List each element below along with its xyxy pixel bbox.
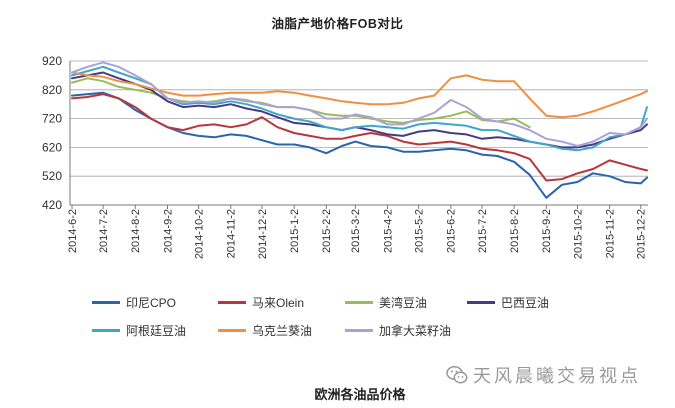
legend-item: 加拿大菜籽油 <box>345 316 467 344</box>
legend-item: 乌克兰葵油 <box>218 316 345 344</box>
y-tick-label: 620 <box>42 140 62 154</box>
legend-label: 加拿大菜籽油 <box>379 323 452 338</box>
y-tick-label: 520 <box>42 169 62 183</box>
wechat-icon <box>446 366 468 384</box>
series-line-4 <box>71 65 648 152</box>
x-tick-label: 2014-7-2 <box>98 209 110 253</box>
legend-label: 印尼CPO <box>126 295 177 310</box>
x-tick-label: 2015-8-2 <box>509 209 521 253</box>
x-tick-label: 2015-7-2 <box>477 209 489 253</box>
x-tick-label: 2015-5-2 <box>414 209 426 253</box>
legend-item: 阿根廷豆油 <box>92 316 218 344</box>
x-tick-label: 2014-11-2 <box>226 209 238 258</box>
x-tick-label: 2015-6-2 <box>446 209 458 253</box>
x-tick-label: 2015-2-2 <box>321 209 333 253</box>
series-line-1 <box>71 93 648 182</box>
legend-label: 美湾豆油 <box>379 295 428 310</box>
series-line-6 <box>71 61 648 147</box>
legend-swatch <box>467 300 495 304</box>
chart-title: 油脂产地价格FOB对比 <box>271 17 404 31</box>
legend-label: 马来Olein <box>252 295 305 310</box>
legend-item: 美湾豆油 <box>345 288 467 316</box>
y-tick-label: 820 <box>42 83 62 97</box>
x-tick-label: 2015-3-2 <box>350 209 362 253</box>
legend-label: 阿根廷豆油 <box>126 323 187 338</box>
y-tick-label: 720 <box>42 112 62 126</box>
legend-label: 巴西豆油 <box>501 295 550 310</box>
x-tick-label: 2014-10-2 <box>193 209 205 259</box>
x-tick-label: 2014-8-2 <box>130 209 142 253</box>
legend-swatch <box>92 328 120 332</box>
legend-swatch <box>218 328 246 332</box>
watermark-text: 天风晨曦交易视点 <box>473 366 641 386</box>
legend-swatch <box>345 300 373 304</box>
y-tick-label: 420 <box>42 198 62 212</box>
x-tick-label: 2015-1-2 <box>289 209 301 253</box>
series-line-5 <box>71 71 648 119</box>
x-tick-label: 2015-12-2 <box>636 209 648 259</box>
x-tick-label: 2015-10-2 <box>572 209 584 259</box>
series-line-0 <box>71 91 648 199</box>
x-tick-label: 2014-9-2 <box>162 209 174 253</box>
legend-swatch <box>345 328 373 332</box>
x-tick-label: 2015-9-2 <box>541 209 553 253</box>
legend-label: 乌克兰葵油 <box>252 323 313 338</box>
legend-swatch <box>218 300 246 304</box>
watermark: 天风晨曦交易视点 <box>446 362 641 388</box>
legend-item: 马来Olein <box>218 288 345 316</box>
legend-swatch <box>92 300 120 304</box>
x-tick-label: 2015-4-2 <box>382 209 394 253</box>
x-tick-label: 2014-12-2 <box>257 209 269 259</box>
legend-item: 巴西豆油 <box>467 288 585 316</box>
series-line-3 <box>71 71 648 149</box>
x-tick-label: 2014-6-2 <box>67 209 79 253</box>
chart-caption: 欧洲各油品价格 <box>314 387 406 402</box>
legend-item: 印尼CPO <box>92 288 218 316</box>
x-tick-label: 2015-11-2 <box>604 209 616 258</box>
y-tick-label: 920 <box>42 54 62 68</box>
chart-legend: 印尼CPO 马来Olein 美湾豆油 巴西豆油 阿根廷豆油 乌克兰葵油 加拿大菜… <box>92 288 585 344</box>
